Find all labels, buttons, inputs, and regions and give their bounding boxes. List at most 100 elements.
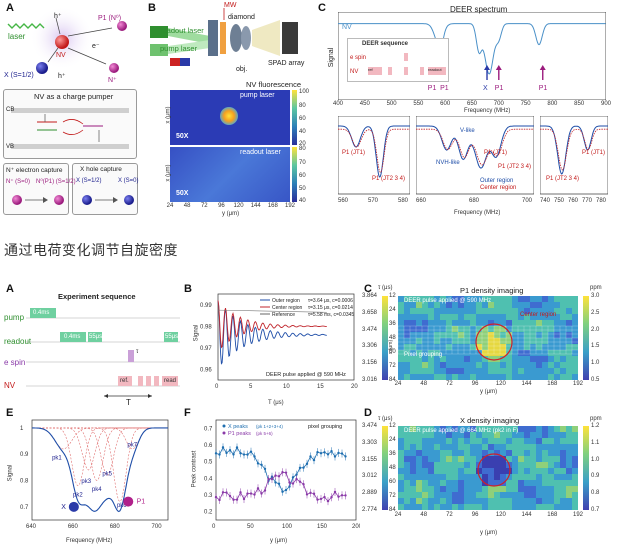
density-cell xyxy=(482,314,489,321)
density-cell xyxy=(530,332,537,339)
density-cell xyxy=(518,492,525,499)
density-cell xyxy=(536,302,543,309)
density-cell xyxy=(506,468,513,475)
density-cell xyxy=(452,356,459,363)
density-cell xyxy=(398,344,405,351)
density-cell xyxy=(518,356,525,363)
decay-ytick: 0.98 xyxy=(200,324,212,330)
e-component-fit xyxy=(32,427,168,471)
density-cell xyxy=(446,374,453,380)
density-cell xyxy=(518,368,525,375)
density-cell xyxy=(566,332,573,339)
density-cell xyxy=(458,486,465,493)
density-cell xyxy=(554,474,561,481)
density-cell xyxy=(422,368,429,375)
density-cell xyxy=(404,468,411,475)
density-cell xyxy=(428,504,435,510)
x-ppm-label: ppm xyxy=(590,416,602,422)
density-cell xyxy=(566,498,573,505)
zoom2-legend-outer: Outer region xyxy=(480,178,514,184)
density-cell xyxy=(422,326,429,333)
b-xticks: 24 48 72 96 120 144 168 192 xyxy=(167,203,295,211)
density-cell xyxy=(572,326,578,333)
density-cell xyxy=(536,450,543,457)
density-cell xyxy=(446,344,453,351)
density-cell xyxy=(506,320,513,327)
density-cell xyxy=(452,350,459,357)
density-cell xyxy=(512,374,519,380)
density-cell xyxy=(518,374,525,380)
readout-cbar-5: 40 xyxy=(299,198,306,204)
density-cell xyxy=(398,432,405,439)
density-cell xyxy=(446,320,453,327)
density-cell xyxy=(560,426,567,433)
f-legend-name: P1 peaks xyxy=(228,431,251,437)
deer-ylabel: Signal xyxy=(328,47,336,68)
density-cell xyxy=(524,356,531,363)
x-tau-tick: 3.303 xyxy=(362,439,378,446)
density-cell xyxy=(548,344,555,351)
density-cell xyxy=(548,338,555,345)
density-cell xyxy=(416,332,423,339)
density-cell xyxy=(398,456,405,463)
density-cell xyxy=(554,468,561,475)
decay-legend-value: τ=3.15 μs, c=0.0214 xyxy=(308,305,353,311)
experiment-sequence-diagram xyxy=(26,308,180,398)
b-x-tick: 72 xyxy=(200,203,208,209)
density-cell xyxy=(434,356,441,363)
density-cell xyxy=(410,504,417,510)
h-plus-label: h⁺ xyxy=(54,13,62,20)
density-cell xyxy=(452,332,459,339)
density-cell xyxy=(512,462,519,469)
density-cell xyxy=(416,444,423,451)
density-cell xyxy=(524,456,531,463)
laser-label: laser xyxy=(8,32,26,41)
density-cell xyxy=(446,296,453,303)
density-cell xyxy=(554,326,561,333)
f-ylabel: Peak contrast xyxy=(191,450,198,488)
density-cell xyxy=(512,344,519,351)
density-cell xyxy=(554,432,561,439)
density-cell xyxy=(470,356,477,363)
density-cell xyxy=(464,350,471,357)
density-cell xyxy=(476,480,483,487)
density-cell xyxy=(416,468,423,475)
deer-seq-ref: ref xyxy=(368,67,382,75)
x-x-tick: 120 xyxy=(495,512,506,518)
density-cell xyxy=(398,480,405,487)
readout-laser-label: readout laser xyxy=(160,26,204,35)
density-cell xyxy=(518,444,525,451)
deer-x-tick: 850 xyxy=(574,101,585,107)
density-cell xyxy=(548,368,555,375)
density-cell xyxy=(464,296,471,303)
section-heading: 通过电荷变化调节自旋密度 xyxy=(4,243,178,259)
density-cell xyxy=(428,462,435,469)
density-cell xyxy=(482,450,489,457)
density-cell xyxy=(560,480,567,487)
density-cell xyxy=(422,474,429,481)
x-x-tick: 168 xyxy=(547,512,558,518)
pump-duration: 0.4ms xyxy=(33,310,50,316)
density-cell xyxy=(524,362,531,369)
density-cell xyxy=(446,368,453,375)
density-cell xyxy=(518,302,525,309)
zoom-frame xyxy=(416,116,534,195)
readout-colorbar xyxy=(292,147,297,202)
density-cell xyxy=(482,492,489,499)
t-label: T xyxy=(126,398,131,407)
density-cell xyxy=(548,486,555,493)
p1-xlabel: y (μm) xyxy=(480,389,498,395)
density-cell xyxy=(494,332,501,339)
density-cell xyxy=(410,326,417,333)
density-cell xyxy=(464,426,471,433)
density-cell xyxy=(410,320,417,327)
density-cell xyxy=(518,314,525,321)
density-cell xyxy=(434,468,441,475)
density-cell xyxy=(506,302,513,309)
density-cell xyxy=(494,504,501,510)
p1-y-tick: 36 xyxy=(389,321,396,327)
density-cell xyxy=(434,368,441,375)
b-x-tick: 168 xyxy=(267,203,278,209)
density-cell xyxy=(440,308,447,315)
density-cell xyxy=(440,450,447,457)
